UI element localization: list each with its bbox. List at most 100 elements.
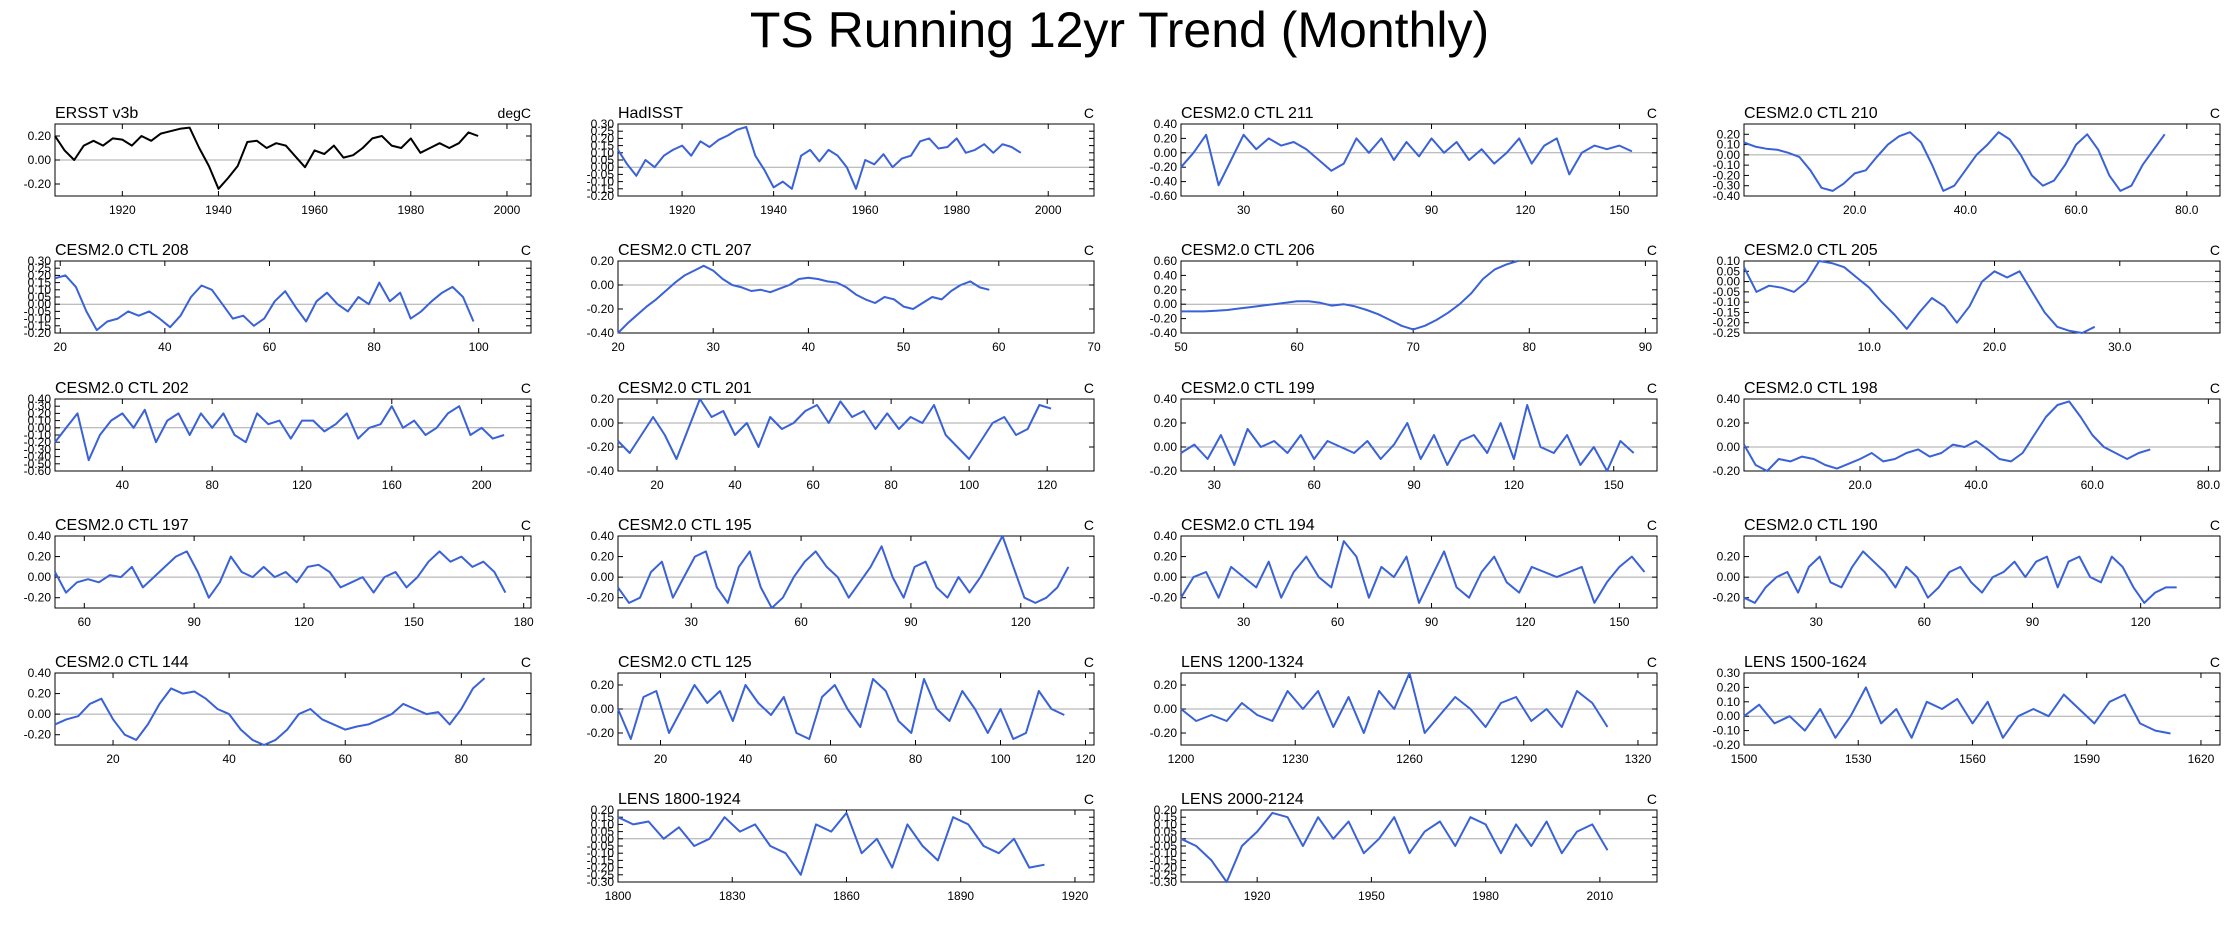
y-tick-label: 0.20 bbox=[28, 406, 52, 420]
x-tick-label: 20.0 bbox=[1848, 478, 1872, 492]
y-tick-label: -0.20 bbox=[24, 591, 52, 605]
series-line bbox=[1180, 133, 1633, 187]
x-tick-label: 1620 bbox=[2188, 752, 2215, 766]
x-tick-label: 20 bbox=[611, 340, 625, 354]
plot-frame bbox=[617, 260, 1095, 334]
y-tick-label: 0.40 bbox=[1154, 529, 1178, 543]
y-tick-label: 0.15 bbox=[28, 276, 52, 290]
x-tick-label: 120 bbox=[1515, 615, 1535, 629]
y-tick-label: 0.20 bbox=[1154, 803, 1178, 817]
series-line bbox=[1743, 131, 2166, 192]
panel-title: CESM2.0 CTL 195 bbox=[618, 517, 752, 534]
series-line bbox=[1181, 260, 1518, 331]
x-tick-label: 1200 bbox=[1168, 752, 1195, 766]
x-tick-label: 150 bbox=[1609, 203, 1629, 217]
series-line bbox=[617, 125, 1022, 190]
y-tick-label: 0.15 bbox=[1154, 810, 1178, 824]
y-tick-label: -0.20 bbox=[1713, 168, 1741, 182]
x-tick-label: 160 bbox=[382, 478, 402, 492]
y-tick-label: 0.15 bbox=[591, 139, 615, 153]
series-line bbox=[617, 535, 1070, 609]
panel-title: LENS 2000-2124 bbox=[1181, 791, 1304, 808]
x-tick-label: 90 bbox=[1407, 478, 1421, 492]
panel-unit: C bbox=[2210, 242, 2220, 258]
x-tick-label: 40.0 bbox=[1954, 203, 1978, 217]
y-tick-label: 0.20 bbox=[28, 268, 52, 282]
y-tick-label: 0.30 bbox=[591, 117, 615, 131]
y-tick-label: -0.20 bbox=[587, 861, 615, 875]
y-tick-label: 0.20 bbox=[1154, 283, 1178, 297]
y-tick-label: -0.30 bbox=[1713, 179, 1741, 193]
y-tick-label: 0.05 bbox=[1154, 825, 1178, 839]
x-tick-label: 80 bbox=[205, 478, 219, 492]
y-tick-label: -0.05 bbox=[1713, 285, 1741, 299]
y-tick-label: -0.10 bbox=[1713, 158, 1741, 172]
panel: LENS 1500-1624 C 0.300.200.100.00-0.10-0.2… bbox=[1713, 654, 2221, 766]
y-tick-label: 0.20 bbox=[28, 129, 52, 143]
x-tick-label: 10.0 bbox=[1858, 340, 1882, 354]
x-tick-label: 20 bbox=[650, 478, 664, 492]
y-tick-label: 0.20 bbox=[591, 254, 615, 268]
y-tick-label: -0.20 bbox=[1150, 591, 1178, 605]
panel-title: HadISST bbox=[618, 105, 683, 122]
series-line bbox=[617, 398, 1052, 460]
panel-title: CESM2.0 CTL 190 bbox=[1744, 517, 1878, 534]
panel-title: CESM2.0 CTL 206 bbox=[1181, 242, 1315, 259]
panel-unit: C bbox=[2210, 517, 2220, 533]
y-tick-label: 0.20 bbox=[1717, 127, 1741, 141]
y-tick-label: 0.20 bbox=[28, 687, 52, 701]
series-line bbox=[617, 264, 990, 334]
x-tick-label: 120 bbox=[1011, 615, 1031, 629]
y-tick-label: 0.10 bbox=[591, 817, 615, 831]
y-tick-label: 0.40 bbox=[1154, 268, 1178, 282]
y-tick-label: 0.25 bbox=[591, 124, 615, 138]
y-tick-label: -0.10 bbox=[1713, 295, 1741, 309]
x-tick-label: 20.0 bbox=[1983, 340, 2007, 354]
plot-frame bbox=[1743, 672, 2221, 746]
y-tick-label: 0.00 bbox=[591, 278, 615, 292]
panel-title: CESM2.0 CTL 197 bbox=[55, 517, 189, 534]
y-tick-label: 0.20 bbox=[591, 678, 615, 692]
panel-title: LENS 1800-1924 bbox=[618, 791, 741, 808]
y-tick-label: 0.00 bbox=[1717, 440, 1741, 454]
panel: CESM2.0 CTL 190 C 0.20 0.00 -0.20 30 60 90 120 bbox=[1713, 517, 2221, 629]
series-line bbox=[54, 274, 475, 332]
panel-unit: C bbox=[521, 517, 531, 533]
panel: CESM2.0 CTL 194 C 0.40 0.20 0.00 -0.20 30 60 90 1… bbox=[1150, 517, 1658, 629]
panel-unit: C bbox=[1647, 517, 1657, 533]
x-tick-label: 60 bbox=[78, 615, 92, 629]
panel: CESM2.0 CTL 198 C 0.40 0.20 0.00 -0.20 20.0 40.… bbox=[1713, 380, 2221, 492]
x-tick-label: 150 bbox=[404, 615, 424, 629]
y-tick-label: -0.20 bbox=[587, 440, 615, 454]
panel-unit: C bbox=[2210, 654, 2220, 670]
y-tick-label: 0.00 bbox=[1154, 297, 1178, 311]
y-tick-label: -0.20 bbox=[1150, 312, 1178, 326]
x-tick-label: 20.0 bbox=[1843, 203, 1867, 217]
panel-unit: C bbox=[1084, 791, 1094, 807]
x-tick-label: 1800 bbox=[605, 889, 632, 903]
y-tick-label: 0.30 bbox=[1717, 666, 1741, 680]
x-tick-label: 200 bbox=[472, 478, 492, 492]
x-tick-label: 40 bbox=[116, 478, 130, 492]
plot-frame bbox=[617, 123, 1095, 197]
panel: CESM2.0 CTL 205 C0.100.050.00-0.05-0.10-0… bbox=[1713, 242, 2221, 354]
x-tick-label: 90 bbox=[187, 615, 201, 629]
y-tick-label: -0.20 bbox=[587, 591, 615, 605]
y-tick-label: -0.50 bbox=[24, 457, 52, 471]
x-tick-label: 120 bbox=[1037, 478, 1057, 492]
panel-title: CESM2.0 CTL 210 bbox=[1744, 105, 1878, 122]
plot-frame bbox=[1743, 398, 2221, 472]
y-tick-label: 0.20 bbox=[591, 131, 615, 145]
y-tick-label: -0.40 bbox=[587, 326, 615, 340]
series-line bbox=[1180, 811, 1609, 883]
series-line bbox=[54, 550, 507, 599]
y-tick-label: -0.20 bbox=[587, 726, 615, 740]
y-tick-label: 0.15 bbox=[591, 810, 615, 824]
y-tick-label: 0.40 bbox=[1154, 392, 1178, 406]
y-tick-label: 0.30 bbox=[28, 254, 52, 268]
y-tick-label: 0.10 bbox=[591, 146, 615, 160]
x-tick-label: 1500 bbox=[1731, 752, 1758, 766]
plot-frame bbox=[1743, 260, 2221, 334]
y-tick-label: -0.20 bbox=[1150, 861, 1178, 875]
